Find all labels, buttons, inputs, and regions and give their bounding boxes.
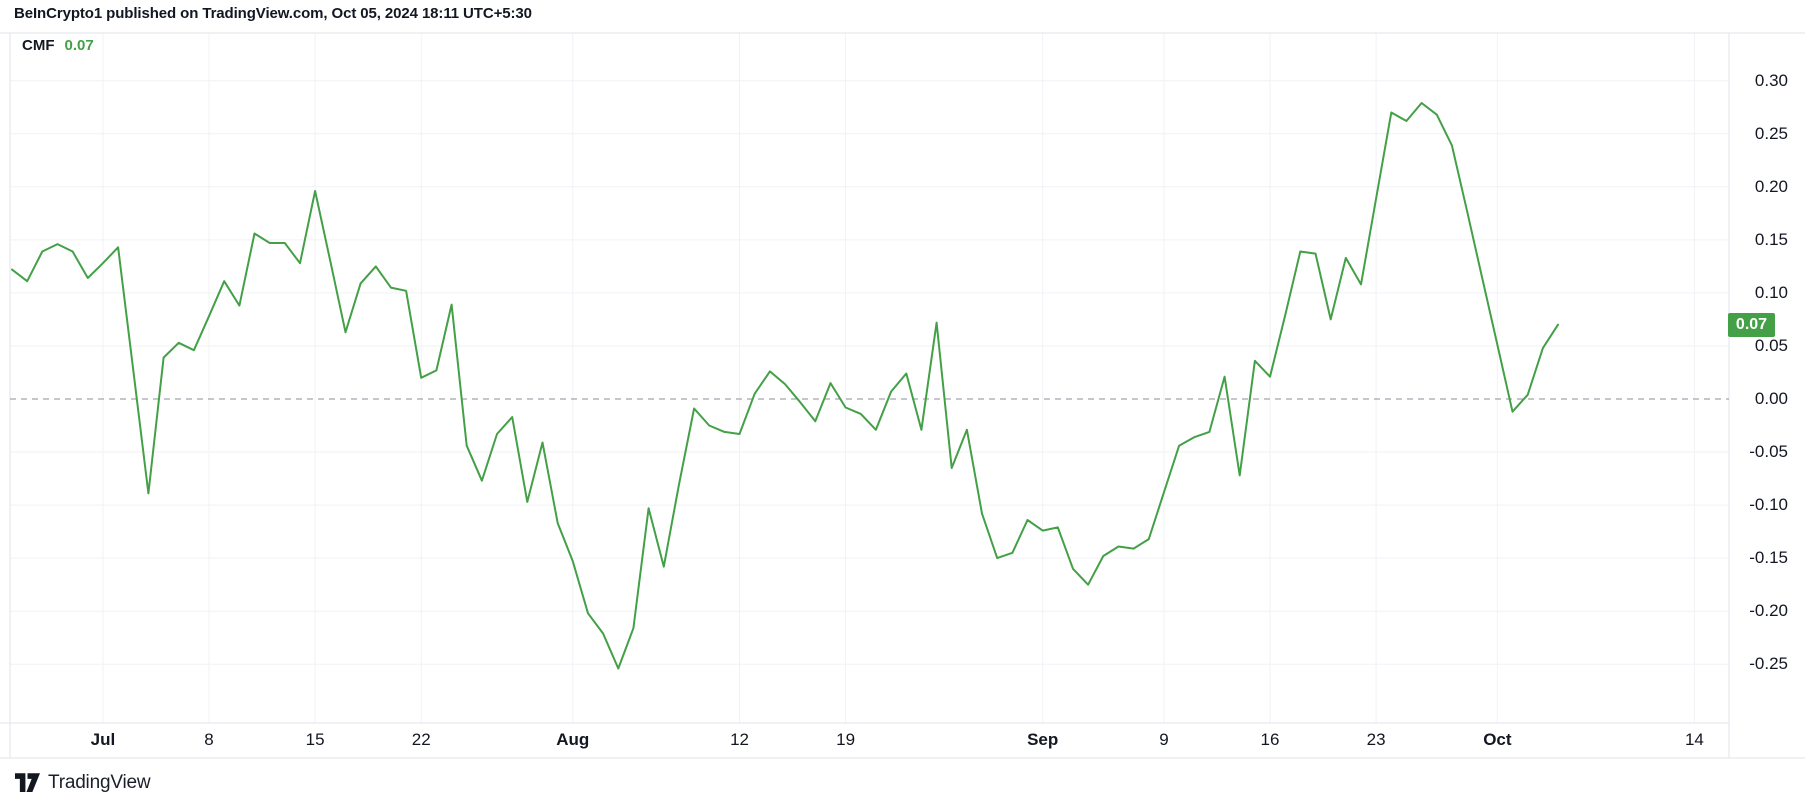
x-axis-label: Oct	[1483, 730, 1512, 749]
x-axis-label: 16	[1260, 730, 1280, 749]
last-value-badge: 0.07	[1728, 312, 1775, 337]
x-axis-label: 12	[730, 730, 749, 749]
y-axis-label: 0.00	[1754, 389, 1788, 408]
x-axis-label: 23	[1366, 730, 1386, 749]
x-axis-label: 8	[204, 730, 214, 749]
x-axis-label: Aug	[556, 730, 590, 749]
indicator-value-label: 0.07	[64, 37, 94, 54]
y-axis-label: 0.25	[1754, 123, 1788, 143]
x-axis-label: Sep	[1027, 730, 1059, 749]
tradingview-watermark[interactable]: TradingView	[15, 768, 151, 798]
y-axis-label: 0.20	[1754, 176, 1788, 196]
y-axis-label: -0.10	[1749, 495, 1788, 515]
y-axis-label: -0.05	[1749, 442, 1788, 462]
x-axis-label: 15	[305, 730, 325, 749]
y-axis-label: -0.15	[1749, 548, 1788, 568]
y-axis-label: 0.15	[1754, 229, 1788, 249]
x-axis-label: 19	[836, 730, 856, 749]
x-axis-label: Jul	[90, 730, 116, 749]
y-axis-label: 0.30	[1754, 70, 1788, 90]
indicator-legend: CMF 0.07	[22, 37, 94, 54]
y-axis-label: 0.10	[1754, 282, 1788, 302]
y-axis-label: 0.05	[1754, 335, 1788, 355]
cmf-line-series	[11, 102, 1559, 670]
x-axis-label: 22	[411, 730, 431, 749]
x-axis-label: 14	[1684, 730, 1704, 749]
y-axis-label: -0.20	[1749, 601, 1788, 621]
y-axis-label: -0.25	[1749, 654, 1788, 674]
tradingview-brand-text: TradingView	[48, 772, 151, 793]
tradingview-logo-icon	[15, 773, 40, 793]
attribution-link[interactable]: BeInCrypto1 published on TradingView.com…	[14, 5, 532, 22]
indicator-name-label: CMF	[22, 37, 55, 54]
x-axis-label: 9	[1159, 730, 1169, 749]
